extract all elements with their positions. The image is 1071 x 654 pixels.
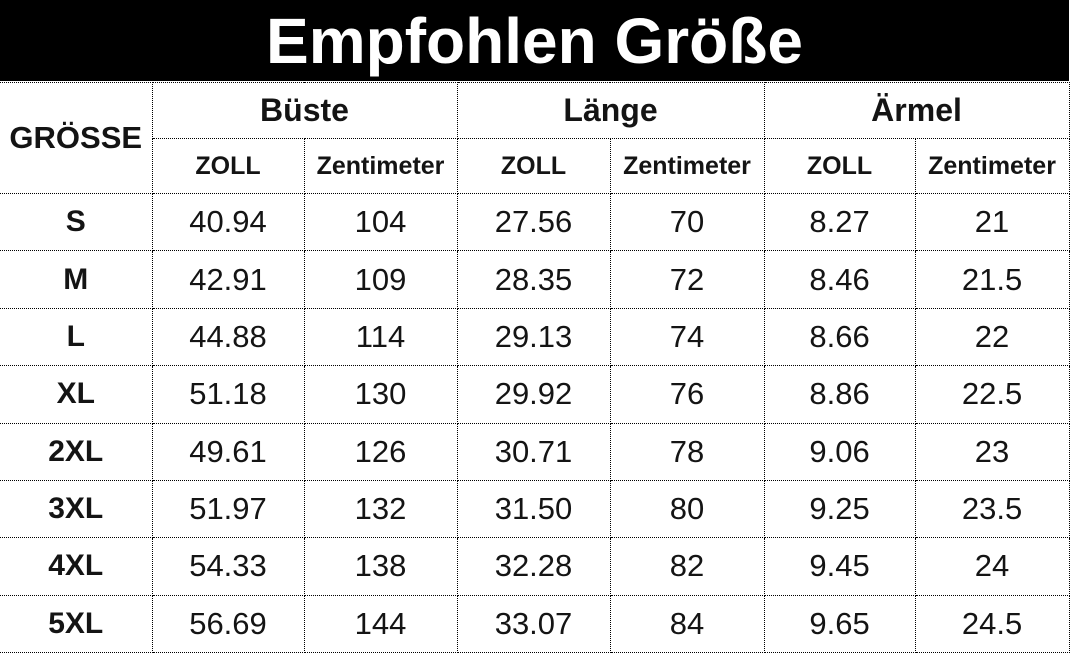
value-cell: 82 bbox=[609, 537, 765, 596]
table-row-l: L 44.88 114 29.13 74 8.66 22 bbox=[0, 307, 1070, 367]
size-label: XL bbox=[0, 365, 153, 424]
unit-header-laenge-zentimeter: Zentimeter bbox=[609, 138, 765, 194]
value-cell: 144 bbox=[303, 594, 458, 654]
value-cell: 74 bbox=[609, 307, 765, 367]
value-cell: 40.94 bbox=[151, 192, 305, 252]
value-cell: 44.88 bbox=[151, 307, 305, 367]
table-row-4xl: 4XL 54.33 138 32.28 82 9.45 24 bbox=[0, 537, 1070, 596]
value-cell: 33.07 bbox=[456, 594, 611, 654]
size-label: M bbox=[0, 250, 153, 309]
column-header-groesse: GRÖSSE bbox=[0, 82, 153, 194]
table-row-2xl: 2XL 49.61 126 30.71 78 9.06 23 bbox=[0, 422, 1070, 481]
value-cell: 21 bbox=[914, 192, 1070, 252]
table-group-header-row: GRÖSSE Büste Länge Ärmel bbox=[0, 82, 1070, 194]
size-label: 3XL bbox=[0, 479, 153, 539]
value-cell: 80 bbox=[609, 479, 765, 539]
value-cell: 22.5 bbox=[914, 365, 1070, 424]
value-cell: 9.65 bbox=[763, 594, 916, 654]
value-cell: 109 bbox=[303, 250, 458, 309]
value-cell: 9.06 bbox=[763, 422, 916, 481]
size-label: L bbox=[0, 307, 153, 367]
value-cell: 114 bbox=[303, 307, 458, 367]
value-cell: 54.33 bbox=[151, 537, 305, 596]
table-row-xl: XL 51.18 130 29.92 76 8.86 22.5 bbox=[0, 365, 1070, 424]
value-cell: 24.5 bbox=[914, 594, 1070, 654]
size-label: 4XL bbox=[0, 537, 153, 596]
value-cell: 24 bbox=[914, 537, 1070, 596]
unit-header-laenge-zoll: ZOLL bbox=[456, 138, 611, 194]
value-cell: 8.27 bbox=[763, 192, 916, 252]
value-cell: 27.56 bbox=[456, 192, 611, 252]
value-cell: 78 bbox=[609, 422, 765, 481]
column-group-aermel: Ärmel bbox=[763, 82, 1070, 139]
table-row-5xl: 5XL 56.69 144 33.07 84 9.65 24.5 bbox=[0, 594, 1070, 654]
value-cell: 22 bbox=[914, 307, 1070, 367]
value-cell: 23.5 bbox=[914, 479, 1070, 539]
value-cell: 51.18 bbox=[151, 365, 305, 424]
column-group-bueste: Büste bbox=[151, 82, 458, 139]
value-cell: 126 bbox=[303, 422, 458, 481]
size-label: 5XL bbox=[0, 594, 153, 654]
value-cell: 31.50 bbox=[456, 479, 611, 539]
value-cell: 28.35 bbox=[456, 250, 611, 309]
size-table: GRÖSSE Büste Länge Ärmel ZOLL Zentimeter… bbox=[0, 82, 1070, 654]
value-cell: 72 bbox=[609, 250, 765, 309]
value-cell: 29.92 bbox=[456, 365, 611, 424]
unit-header-aermel-zentimeter: Zentimeter bbox=[914, 138, 1070, 194]
value-cell: 8.46 bbox=[763, 250, 916, 309]
value-cell: 51.97 bbox=[151, 479, 305, 539]
table-unit-header-row: ZOLL Zentimeter ZOLL Zentimeter ZOLL Zen… bbox=[0, 138, 1070, 194]
value-cell: 21.5 bbox=[914, 250, 1070, 309]
page-title: Empfohlen Größe bbox=[266, 4, 803, 77]
table-row-s: S 40.94 104 27.56 70 8.27 21 bbox=[0, 192, 1070, 252]
value-cell: 42.91 bbox=[151, 250, 305, 309]
value-cell: 76 bbox=[609, 365, 765, 424]
value-cell: 132 bbox=[303, 479, 458, 539]
value-cell: 104 bbox=[303, 192, 458, 252]
title-banner: Empfohlen Größe bbox=[0, 0, 1069, 81]
value-cell: 84 bbox=[609, 594, 765, 654]
value-cell: 23 bbox=[914, 422, 1070, 481]
value-cell: 9.25 bbox=[763, 479, 916, 539]
value-cell: 30.71 bbox=[456, 422, 611, 481]
value-cell: 29.13 bbox=[456, 307, 611, 367]
value-cell: 49.61 bbox=[151, 422, 305, 481]
table-row-m: M 42.91 109 28.35 72 8.46 21.5 bbox=[0, 250, 1070, 309]
unit-header-bueste-zentimeter: Zentimeter bbox=[303, 138, 458, 194]
table-row-3xl: 3XL 51.97 132 31.50 80 9.25 23.5 bbox=[0, 479, 1070, 539]
value-cell: 32.28 bbox=[456, 537, 611, 596]
value-cell: 8.86 bbox=[763, 365, 916, 424]
value-cell: 70 bbox=[609, 192, 765, 252]
unit-header-bueste-zoll: ZOLL bbox=[152, 138, 305, 194]
value-cell: 56.69 bbox=[151, 594, 305, 654]
size-label: S bbox=[0, 192, 153, 252]
size-label: 2XL bbox=[0, 422, 153, 481]
value-cell: 8.66 bbox=[763, 307, 916, 367]
value-cell: 9.45 bbox=[763, 537, 916, 596]
unit-header-aermel-zoll: ZOLL bbox=[763, 138, 916, 194]
column-group-laenge: Länge bbox=[456, 82, 765, 139]
value-cell: 138 bbox=[303, 537, 458, 596]
value-cell: 130 bbox=[303, 365, 458, 424]
